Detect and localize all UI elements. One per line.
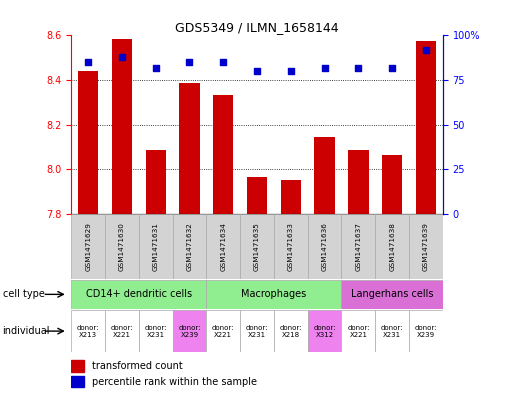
- FancyBboxPatch shape: [240, 214, 274, 279]
- FancyBboxPatch shape: [375, 214, 409, 279]
- Text: donor:
X312: donor: X312: [314, 325, 336, 338]
- Text: donor:
X221: donor: X221: [110, 325, 133, 338]
- FancyBboxPatch shape: [139, 214, 173, 279]
- Point: [321, 64, 329, 71]
- FancyBboxPatch shape: [342, 280, 443, 309]
- Text: GSM1471636: GSM1471636: [322, 222, 328, 271]
- Bar: [78, 71, 98, 214]
- Text: GSM1471637: GSM1471637: [355, 222, 361, 271]
- Bar: [247, 177, 267, 214]
- Text: donor:
X213: donor: X213: [77, 325, 99, 338]
- Point: [253, 68, 261, 74]
- Point: [152, 64, 160, 71]
- Bar: [315, 137, 335, 214]
- Text: Macrophages: Macrophages: [241, 289, 306, 299]
- FancyBboxPatch shape: [173, 310, 206, 352]
- Text: donor:
X231: donor: X231: [246, 325, 268, 338]
- FancyBboxPatch shape: [139, 310, 173, 352]
- Point: [118, 54, 126, 60]
- Bar: [348, 151, 369, 214]
- FancyBboxPatch shape: [173, 214, 206, 279]
- FancyBboxPatch shape: [206, 214, 240, 279]
- Text: GSM1471639: GSM1471639: [423, 222, 429, 271]
- FancyBboxPatch shape: [206, 310, 240, 352]
- Title: GDS5349 / ILMN_1658144: GDS5349 / ILMN_1658144: [175, 21, 339, 34]
- Bar: [416, 41, 436, 214]
- FancyBboxPatch shape: [105, 214, 139, 279]
- Text: GSM1471634: GSM1471634: [220, 222, 227, 271]
- Text: donor:
X218: donor: X218: [279, 325, 302, 338]
- Text: individual: individual: [3, 326, 50, 336]
- Bar: [213, 95, 234, 214]
- Text: donor:
X231: donor: X231: [145, 325, 167, 338]
- Bar: [179, 83, 200, 214]
- Text: GSM1471633: GSM1471633: [288, 222, 294, 271]
- FancyBboxPatch shape: [375, 310, 409, 352]
- Text: percentile rank within the sample: percentile rank within the sample: [92, 376, 257, 387]
- Text: GSM1471631: GSM1471631: [153, 222, 159, 271]
- Text: CD14+ dendritic cells: CD14+ dendritic cells: [86, 289, 192, 299]
- FancyBboxPatch shape: [71, 214, 105, 279]
- Bar: [382, 155, 402, 214]
- FancyBboxPatch shape: [342, 310, 375, 352]
- Bar: [146, 151, 166, 214]
- FancyBboxPatch shape: [206, 280, 342, 309]
- Text: GSM1471638: GSM1471638: [389, 222, 395, 271]
- Bar: [280, 180, 301, 214]
- FancyBboxPatch shape: [274, 214, 308, 279]
- Text: cell type: cell type: [3, 289, 44, 299]
- Text: Langerhans cells: Langerhans cells: [351, 289, 433, 299]
- Bar: [112, 39, 132, 214]
- Text: donor:
X239: donor: X239: [178, 325, 201, 338]
- FancyBboxPatch shape: [240, 310, 274, 352]
- Text: GSM1471629: GSM1471629: [85, 222, 91, 271]
- Point: [219, 59, 228, 65]
- FancyBboxPatch shape: [71, 310, 105, 352]
- FancyBboxPatch shape: [342, 214, 375, 279]
- Text: donor:
X221: donor: X221: [347, 325, 370, 338]
- Bar: [71, 376, 84, 387]
- Text: GSM1471635: GSM1471635: [254, 222, 260, 271]
- Point: [185, 59, 193, 65]
- Bar: [71, 360, 84, 371]
- Text: GSM1471630: GSM1471630: [119, 222, 125, 271]
- FancyBboxPatch shape: [274, 310, 308, 352]
- Text: GSM1471632: GSM1471632: [186, 222, 192, 271]
- Point: [422, 46, 430, 53]
- Point: [84, 59, 92, 65]
- Point: [388, 64, 396, 71]
- FancyBboxPatch shape: [409, 214, 443, 279]
- Text: donor:
X221: donor: X221: [212, 325, 235, 338]
- Text: transformed count: transformed count: [92, 361, 182, 371]
- Text: donor:
X239: donor: X239: [415, 325, 437, 338]
- FancyBboxPatch shape: [409, 310, 443, 352]
- Point: [287, 68, 295, 74]
- FancyBboxPatch shape: [71, 280, 206, 309]
- FancyBboxPatch shape: [308, 214, 342, 279]
- Text: donor:
X231: donor: X231: [381, 325, 404, 338]
- Point: [354, 64, 362, 71]
- FancyBboxPatch shape: [105, 310, 139, 352]
- FancyBboxPatch shape: [308, 310, 342, 352]
